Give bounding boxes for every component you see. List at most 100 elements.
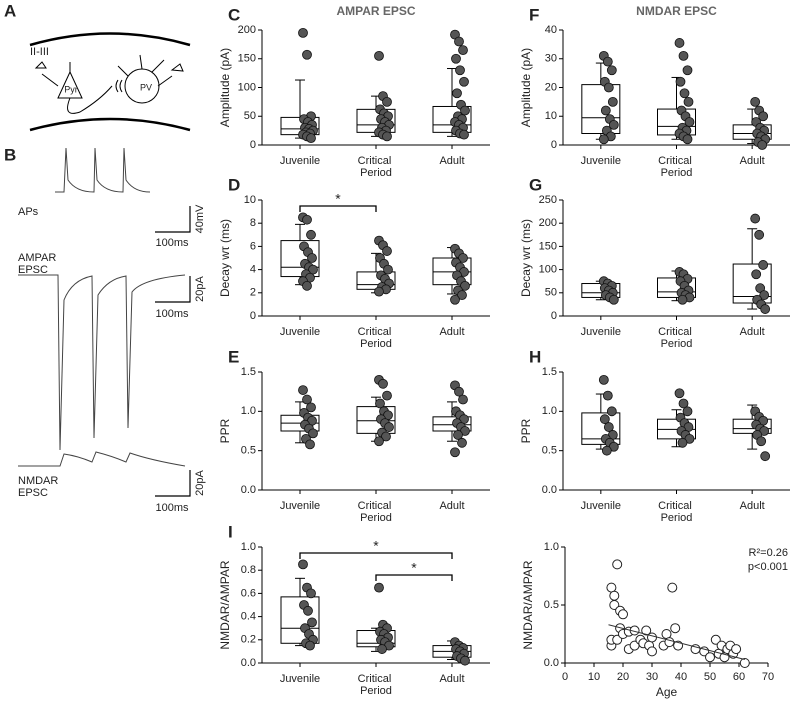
data-point xyxy=(699,646,710,657)
data-point xyxy=(759,290,770,301)
data-point xyxy=(606,65,617,76)
scale-label: 20pA xyxy=(194,275,206,301)
y-tick-label: 100 xyxy=(238,81,256,93)
data-point xyxy=(460,280,470,291)
x-tick-label: Juvenile xyxy=(581,155,621,167)
y-tick-label: 10 xyxy=(244,194,256,206)
data-point xyxy=(603,422,614,432)
data-point xyxy=(450,294,460,305)
significance-bracket xyxy=(299,552,453,559)
data-point xyxy=(612,634,623,645)
data-point xyxy=(375,398,385,409)
x-tick-label: 20 xyxy=(617,671,629,683)
x-tick-label: Adult xyxy=(439,500,464,512)
data-point xyxy=(647,632,657,643)
data-point xyxy=(460,655,470,666)
data-point xyxy=(739,658,750,668)
panel-letter: C xyxy=(228,5,240,24)
data-point xyxy=(308,428,318,439)
data-point xyxy=(374,286,384,297)
y-tick-label: 50 xyxy=(545,287,557,299)
y-tick-label: 4 xyxy=(250,264,256,276)
data-point xyxy=(618,609,628,620)
y-tick-label: 0.4 xyxy=(241,611,256,623)
data-point xyxy=(675,76,686,87)
data-point xyxy=(307,617,317,628)
y-tick-label: 0 xyxy=(551,139,557,151)
data-point xyxy=(682,65,693,76)
y-tick-label: 8 xyxy=(250,217,256,229)
panel-letter: B xyxy=(4,145,16,164)
data-point xyxy=(459,76,469,87)
layer-boundary xyxy=(29,117,191,132)
data-point xyxy=(302,214,312,225)
y-tick-label: 0.2 xyxy=(241,634,256,646)
layer-label: II-III xyxy=(30,46,49,58)
y-tick-label: 200 xyxy=(539,217,557,229)
data-point xyxy=(453,430,463,440)
scale-label: 40mV xyxy=(194,204,206,233)
scale-bar xyxy=(155,470,191,497)
y-tick-label: 0.5 xyxy=(241,445,256,457)
x-tick-label: Critical Period xyxy=(658,326,695,350)
data-point xyxy=(679,88,690,99)
y-tick-label: 20 xyxy=(545,81,557,93)
data-point xyxy=(459,129,469,140)
y-tick-label: 6 xyxy=(250,240,256,252)
x-tick-label: Juvenile xyxy=(581,326,621,338)
data-point xyxy=(302,49,312,60)
data-point xyxy=(760,451,771,462)
data-point xyxy=(382,131,392,142)
y-axis-label: PPR xyxy=(218,418,232,443)
data-point xyxy=(598,134,609,145)
chart-title: AMPAR EPSC xyxy=(336,4,415,18)
data-point xyxy=(641,625,652,636)
data-point xyxy=(601,445,612,456)
data-point xyxy=(600,105,611,116)
data-point xyxy=(608,294,619,305)
data-point xyxy=(377,644,387,654)
y-tick-label: 0.8 xyxy=(241,564,256,576)
data-point xyxy=(756,436,767,447)
data-point xyxy=(609,590,620,601)
x-tick-label: 10 xyxy=(588,671,600,683)
data-point xyxy=(754,229,765,240)
data-point xyxy=(458,253,468,263)
data-point xyxy=(750,96,761,107)
y-tick-label: 1.0 xyxy=(544,541,559,553)
y-tick-label: 0.0 xyxy=(241,657,256,669)
x-tick-label: Adult xyxy=(740,155,765,167)
data-point xyxy=(684,117,695,127)
data-point xyxy=(298,385,308,395)
data-point xyxy=(307,253,317,263)
x-tick-label: Adult xyxy=(439,326,464,338)
data-point xyxy=(382,96,392,107)
significance-label: * xyxy=(411,560,417,576)
x-tick-label: Critical Period xyxy=(358,155,395,179)
y-tick-label: 1.5 xyxy=(542,366,557,378)
data-point xyxy=(757,140,768,150)
y-tick-label: 100 xyxy=(539,264,557,276)
y-tick-label: 200 xyxy=(238,24,256,36)
x-tick-label: Critical Period xyxy=(658,155,695,179)
data-point xyxy=(607,96,618,107)
y-tick-label: 0.0 xyxy=(542,484,557,496)
y-tick-label: 50 xyxy=(244,110,256,122)
trace-label: APs xyxy=(18,206,39,218)
x-tick-label: 0 xyxy=(562,671,568,683)
y-tick-label: 0.5 xyxy=(542,445,557,457)
data-point xyxy=(678,50,689,61)
x-tick-label: Adult xyxy=(740,500,765,512)
data-point xyxy=(305,640,315,651)
pyramidal-cell xyxy=(34,61,113,114)
data-point xyxy=(667,582,678,593)
data-point xyxy=(612,559,623,570)
data-point xyxy=(710,634,721,645)
x-tick-label: Critical Period xyxy=(658,500,695,524)
data-point xyxy=(298,559,308,570)
y-tick-label: 150 xyxy=(539,240,557,252)
trace-label: NMDAR EPSC xyxy=(18,475,61,499)
scale-label: 100ms xyxy=(155,237,189,249)
data-point xyxy=(382,390,392,401)
y-axis-label: NMDAR/AMPAR xyxy=(521,560,535,649)
